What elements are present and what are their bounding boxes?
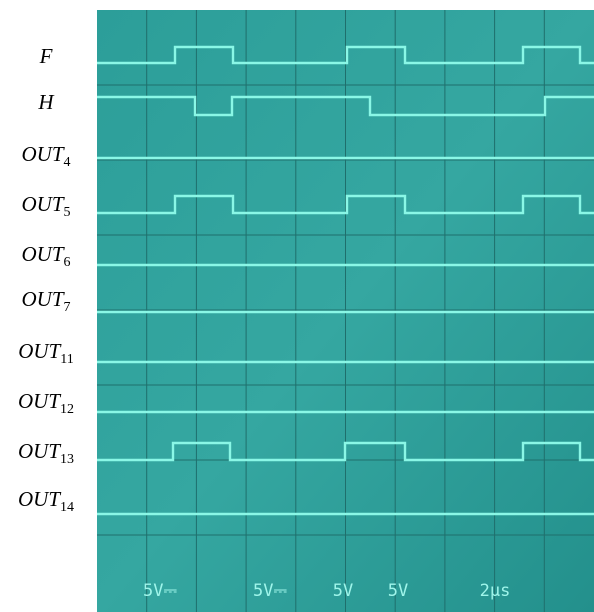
label-sub: 7	[64, 300, 71, 315]
signal-label: OUT13	[0, 439, 92, 468]
label-base: OUT	[21, 287, 63, 311]
signal-label: F	[0, 44, 92, 69]
signal-label: OUT12	[0, 389, 92, 418]
label-base: OUT	[18, 487, 60, 511]
label-base: OUT	[21, 142, 63, 166]
signal-label: OUT11	[0, 339, 92, 368]
label-sub: 13	[60, 452, 74, 467]
label-sub: 12	[60, 402, 74, 417]
readout: 2µs	[480, 581, 511, 601]
label-sub: 14	[60, 500, 74, 515]
label-base: OUT	[18, 439, 60, 463]
signal-label: OUT4	[0, 142, 92, 171]
label-base: OUT	[18, 389, 60, 413]
label-sub: 4	[64, 155, 71, 170]
signal-label: OUT14	[0, 487, 92, 516]
label-sub: 6	[64, 255, 71, 270]
readout: 5V	[333, 581, 353, 601]
label-base: F	[40, 44, 53, 68]
figure: 5V⎓5V⎓5V5V2µs FHOUT4OUT5OUT6OUT7OUT11OUT…	[0, 0, 594, 612]
readout: 5V⎓	[143, 581, 177, 601]
readout: 5V	[388, 581, 408, 601]
signal-label: OUT6	[0, 242, 92, 271]
label-sub: 11	[60, 352, 73, 367]
signal-label: OUT5	[0, 192, 92, 221]
signal-label: H	[0, 90, 92, 115]
label-base: H	[38, 90, 53, 114]
label-sub: 5	[64, 205, 71, 220]
label-base: OUT	[18, 339, 60, 363]
signal-label: OUT7	[0, 287, 92, 316]
label-base: OUT	[21, 192, 63, 216]
readout: 5V⎓	[253, 581, 287, 601]
label-base: OUT	[21, 242, 63, 266]
